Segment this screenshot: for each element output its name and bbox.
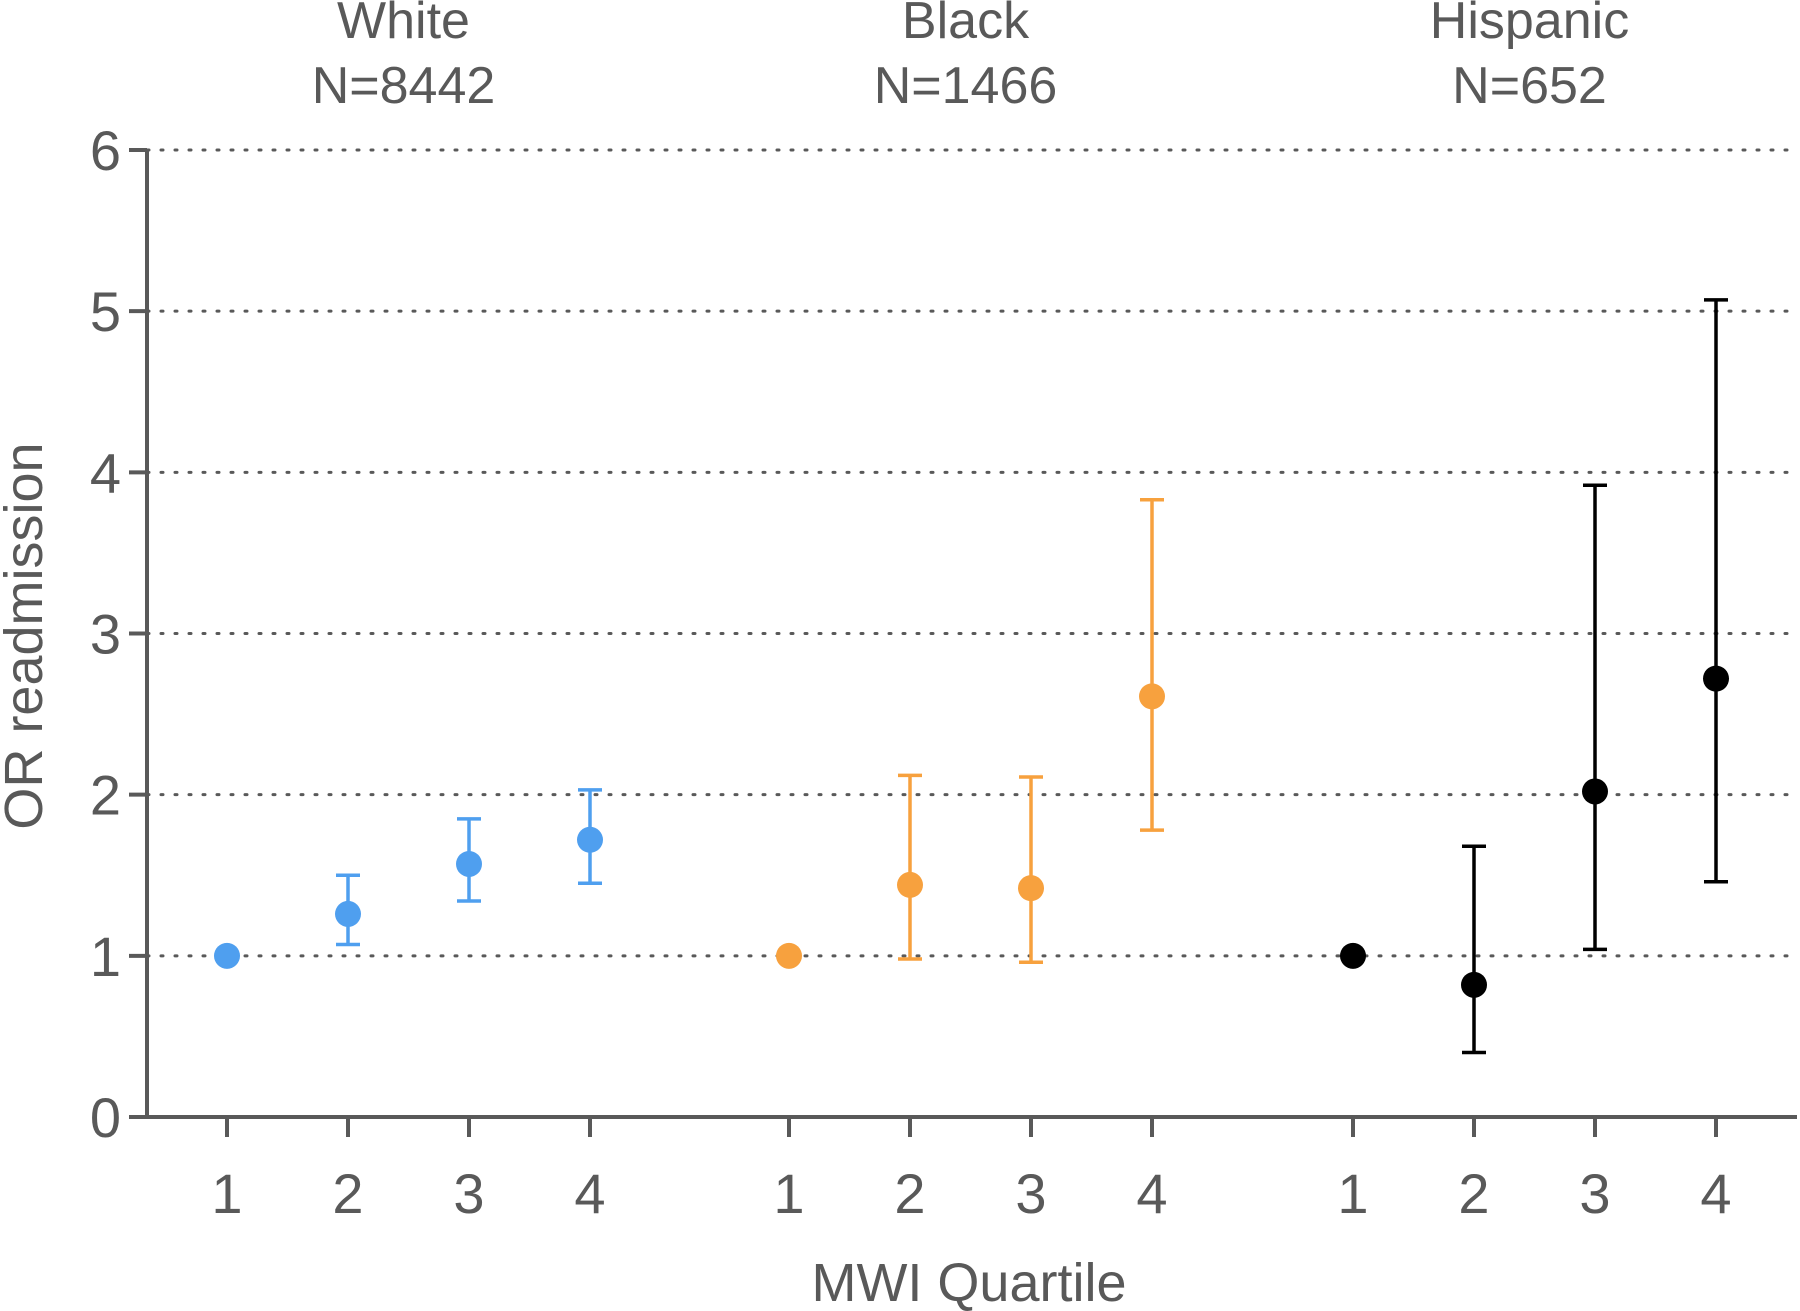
point-hispanic-3 <box>1582 778 1608 805</box>
x-tick-label-hispanic-3: 3 <box>1579 1162 1610 1225</box>
group-label-black: Black <box>902 0 1030 50</box>
point-black-1 <box>776 942 802 969</box>
x-tick-label-black-1: 1 <box>773 1162 804 1225</box>
y-tick-label-5: 5 <box>90 280 121 343</box>
y-axis-title: OR readmission <box>0 442 54 829</box>
point-white-2 <box>335 900 361 927</box>
x-tick-label-hispanic-1: 1 <box>1337 1162 1368 1225</box>
y-tick-label-1: 1 <box>90 925 121 988</box>
group-label-white: White <box>337 0 470 50</box>
point-white-1 <box>214 942 240 969</box>
x-tick-label-white-1: 1 <box>211 1162 242 1225</box>
group-label-hispanic: Hispanic <box>1430 0 1629 50</box>
x-tick-label-white-4: 4 <box>574 1162 605 1225</box>
x-axis-title: MWI Quartile <box>811 1253 1126 1311</box>
y-tick-label-6: 6 <box>90 119 121 182</box>
labels: 0 1 2 3 4 5 6 White N=8442 1 2 3 4 Black N=1466 1 2 3 4 His… <box>90 0 1732 1225</box>
y-tick-label-2: 2 <box>90 764 121 827</box>
x-tick-label-hispanic-2: 2 <box>1458 1162 1489 1225</box>
point-black-4 <box>1139 683 1165 710</box>
x-tick-label-hispanic-4: 4 <box>1700 1162 1731 1225</box>
x-tick-label-white-2: 2 <box>332 1162 363 1225</box>
x-tick-label-white-3: 3 <box>453 1162 484 1225</box>
gridlines <box>145 148 1799 958</box>
group-n-black: N=1466 <box>874 57 1058 115</box>
group-n-hispanic: N=652 <box>1452 57 1607 115</box>
axes <box>129 148 1797 1137</box>
x-tick-label-black-3: 3 <box>1015 1162 1046 1225</box>
point-hispanic-1 <box>1340 942 1366 969</box>
y-tick-label-4: 4 <box>90 441 121 504</box>
y-tick-label-0: 0 <box>90 1086 121 1149</box>
point-hispanic-4 <box>1703 665 1729 692</box>
point-black-3 <box>1018 875 1044 902</box>
group-n-white: N=8442 <box>312 57 496 115</box>
point-white-4 <box>577 826 603 853</box>
point-black-2 <box>897 871 923 898</box>
point-hispanic-2 <box>1461 971 1487 998</box>
data-marks <box>214 298 1729 1055</box>
y-tick-label-3: 3 <box>90 603 121 666</box>
x-tick-label-black-4: 4 <box>1136 1162 1167 1225</box>
x-tick-label-black-2: 2 <box>894 1162 925 1225</box>
point-white-3 <box>456 850 482 877</box>
